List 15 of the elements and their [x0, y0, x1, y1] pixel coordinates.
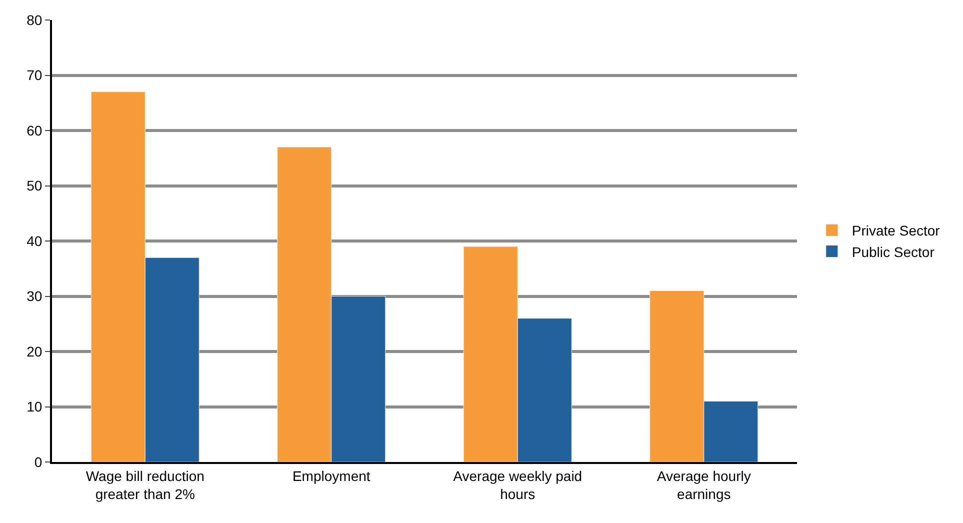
legend-label: Private Sector: [852, 222, 940, 239]
y-tick-label: 0: [34, 454, 42, 470]
y-tick-label: 70: [26, 67, 42, 84]
x-tick-label: Wage bill reduction greater than 2%: [86, 468, 204, 502]
y-tick-label: 80: [26, 12, 42, 28]
y-tick-label: 20: [26, 343, 42, 360]
y-tick-label: 30: [26, 288, 42, 304]
x-tick-label: Average weekly paid hours: [453, 468, 582, 502]
y-tick-label: 50: [26, 178, 42, 194]
x-tick-label: Average hourly earnings: [656, 468, 751, 502]
y-tick-label: 40: [26, 232, 42, 249]
y-tick-label: 60: [26, 122, 42, 138]
y-tick-label: 10: [26, 398, 42, 415]
x-tick-label: Employment: [292, 468, 370, 484]
legend-label: Public Sector: [852, 244, 935, 260]
